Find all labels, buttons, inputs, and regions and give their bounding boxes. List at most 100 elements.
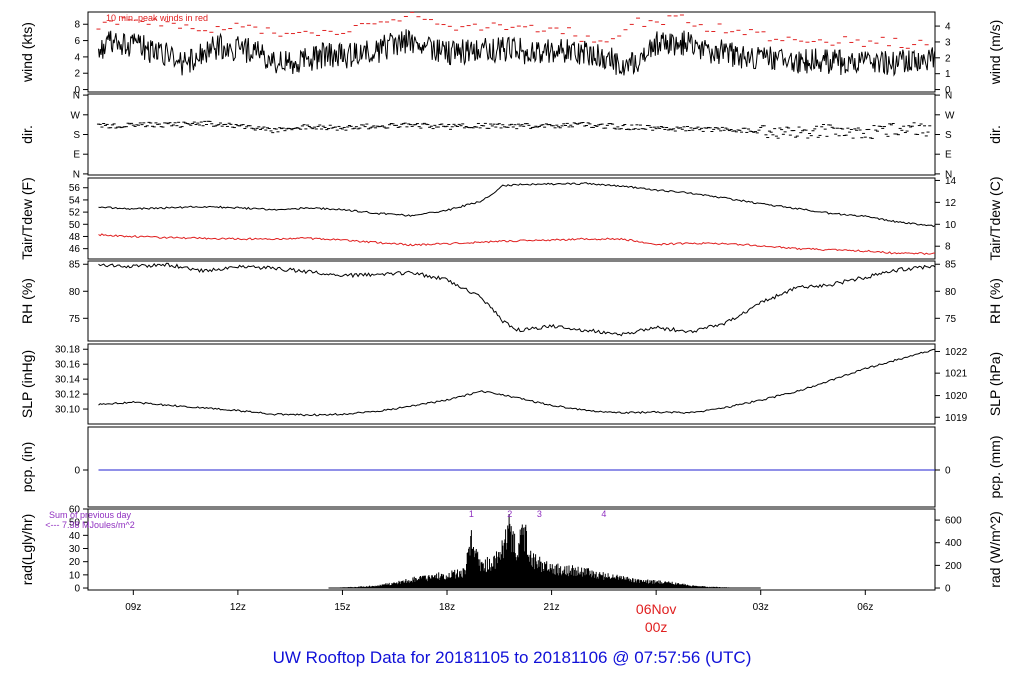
figure-title: UW Rooftop Data for 20181105 to 20181106… <box>272 648 752 667</box>
pcp-ylabel-left: pcp. (in) <box>19 442 35 493</box>
wind-series-line <box>98 29 936 77</box>
slp-ytick-label-left: 30.14 <box>55 375 80 386</box>
rad-ytick-label-left: 30 <box>69 544 81 555</box>
wind-ytick-label-right: 4 <box>945 22 951 33</box>
pcp-ytick-label-left: 0 <box>74 466 80 477</box>
dir-ytick-label-right: N <box>945 91 952 102</box>
slp-ytick-label-right: 1019 <box>945 413 968 424</box>
slp-panel: 30.10 30.12 30.14 30.16 30.18 1019 1020 1021 102… <box>19 343 1003 425</box>
rh-ylabel-left: RH (%) <box>19 278 35 324</box>
wind-ytick-label-left: 8 <box>74 20 80 31</box>
temp-frame <box>87 177 936 260</box>
rad-ytick-label-left: 40 <box>69 531 81 542</box>
pcp-panel: 0 0 pcp. (in) pcp. (mm) <box>19 426 1003 508</box>
rad-ytick-label-left: 60 <box>69 505 81 516</box>
slp-ytick-label-right: 1022 <box>945 347 968 358</box>
temp-ytick-label-right: 10 <box>945 220 957 231</box>
rh-ytick-label-left: 75 <box>69 314 81 325</box>
dir-ytick-label-left: N <box>73 91 80 102</box>
wind-ytick-label-right: 1 <box>945 69 951 80</box>
dir-ytick-label-right: E <box>945 150 952 161</box>
wind-ytick-label-left: 2 <box>74 69 80 80</box>
rad-ytick-label-right: 400 <box>945 538 962 549</box>
temp-ytick-label-right: 12 <box>945 198 957 209</box>
dir-ytick-label-right: N <box>945 169 952 180</box>
rh-ytick-label-right: 85 <box>945 260 957 271</box>
slp-ytick-label-right: 1020 <box>945 391 968 402</box>
slp-ylabel-left: SLP (inHg) <box>19 350 35 418</box>
temp-ytick-label-left: 48 <box>69 232 81 243</box>
slp-series-line <box>98 348 935 417</box>
rad-ylabel-left: rad(Lgly/hr) <box>19 514 35 586</box>
rad-ytick-label-left: 20 <box>69 557 81 568</box>
slp-ylabel-right: SLP (hPa) <box>987 352 1003 416</box>
wind-ylabel-left: wind (kts) <box>19 22 35 83</box>
temp-ytick-label-left: 50 <box>69 220 81 231</box>
wind-annotation: 10 min. peak winds in red <box>106 13 208 23</box>
time-tick-label: 12z <box>230 602 246 613</box>
temp-ylabel-left: Tair/Tdew (F) <box>19 177 35 259</box>
rad-ylabel-right: rad (W/m^2) <box>987 511 1003 588</box>
rad-ytick-label-right: 600 <box>945 516 962 527</box>
rad-ytick-label-left: 0 <box>74 584 80 595</box>
wind-ytick-label-left: 4 <box>74 52 80 63</box>
rh-ytick-label-right: 80 <box>945 287 957 298</box>
time-tick-label: 15z <box>334 602 350 613</box>
rh-ytick-label-left: 85 <box>69 260 81 271</box>
dir-frame <box>87 93 936 176</box>
dir-ytick-label-left: N <box>73 169 80 180</box>
rad-ytick-label-right: 200 <box>945 561 962 572</box>
wind-ylabel-right: wind (m/s) <box>987 20 1003 86</box>
wind-panel: 0 2 4 6 8 0 1 2 3 4 wind (kts) wind (m/s) 10 min. pe… <box>19 11 1003 96</box>
slp-ytick-label-left: 30.18 <box>55 345 80 356</box>
temp-series-line <box>98 182 936 228</box>
time-tick-label: 09z <box>125 602 141 613</box>
day-label-hour: 00z <box>645 619 668 635</box>
rh-ytick-label-right: 75 <box>945 314 957 325</box>
day-label-date: 06Nov <box>636 601 676 617</box>
rh-panel: 75 80 85 75 80 85 RH (%) RH (%) <box>19 260 1003 342</box>
rad-ytick-label-right: 0 <box>945 584 951 595</box>
temp-series-line <box>98 233 936 255</box>
rh-ytick-label-left: 80 <box>69 287 81 298</box>
wind-ytick-label-right: 3 <box>945 37 951 48</box>
rh-ylabel-right: RH (%) <box>987 278 1003 324</box>
dir-ytick-label-left: S <box>73 130 80 141</box>
rad-hour-marker: 1 <box>469 509 474 519</box>
temp-ytick-label-left: 46 <box>69 244 81 255</box>
rh-series-line <box>98 262 936 337</box>
dir-ytick-label-left: W <box>71 110 81 121</box>
slp-ytick-label-left: 30.12 <box>55 390 80 401</box>
dir-ylabel-left: dir. <box>19 125 35 144</box>
rad-ytick-label-left: 50 <box>69 518 81 529</box>
pcp-ylabel-right: pcp. (mm) <box>987 436 1003 499</box>
time-tick-label: 18z <box>439 602 455 613</box>
dir-ytick-label-left: E <box>73 150 80 161</box>
pcp-ytick-label-right: 0 <box>945 466 951 477</box>
temp-ytick-label-right: 8 <box>945 242 951 253</box>
wind-ytick-label-right: 0 <box>945 85 951 96</box>
rad-annotation-line: <--- 7.38 MJoules/m^2 <box>45 520 135 530</box>
time-tick-label: 21z <box>544 602 560 613</box>
time-tick-label: 03z <box>753 602 769 613</box>
wind-ytick-label-left: 0 <box>74 85 80 96</box>
dir-ylabel-right: dir. <box>987 125 1003 144</box>
temp-ytick-label-right: 14 <box>945 176 957 187</box>
rad-area <box>330 514 741 588</box>
wind-ytick-label-right: 2 <box>945 53 951 64</box>
rad-hour-marker: 4 <box>601 509 606 519</box>
dir-ytick-label-right: S <box>945 130 952 141</box>
slp-ytick-label-left: 30.16 <box>55 360 80 371</box>
temp-ytick-label-left: 56 <box>69 183 81 194</box>
rad-hour-marker: 2 <box>507 509 512 519</box>
slp-frame <box>87 343 936 425</box>
rh-frame <box>87 260 936 342</box>
rad-ytick-label-left: 10 <box>69 570 81 581</box>
dir-ytick-label-right: W <box>945 110 955 121</box>
slp-ytick-label-left: 30.10 <box>55 405 80 416</box>
temp-ylabel-right: Tair/Tdew (C) <box>987 176 1003 260</box>
